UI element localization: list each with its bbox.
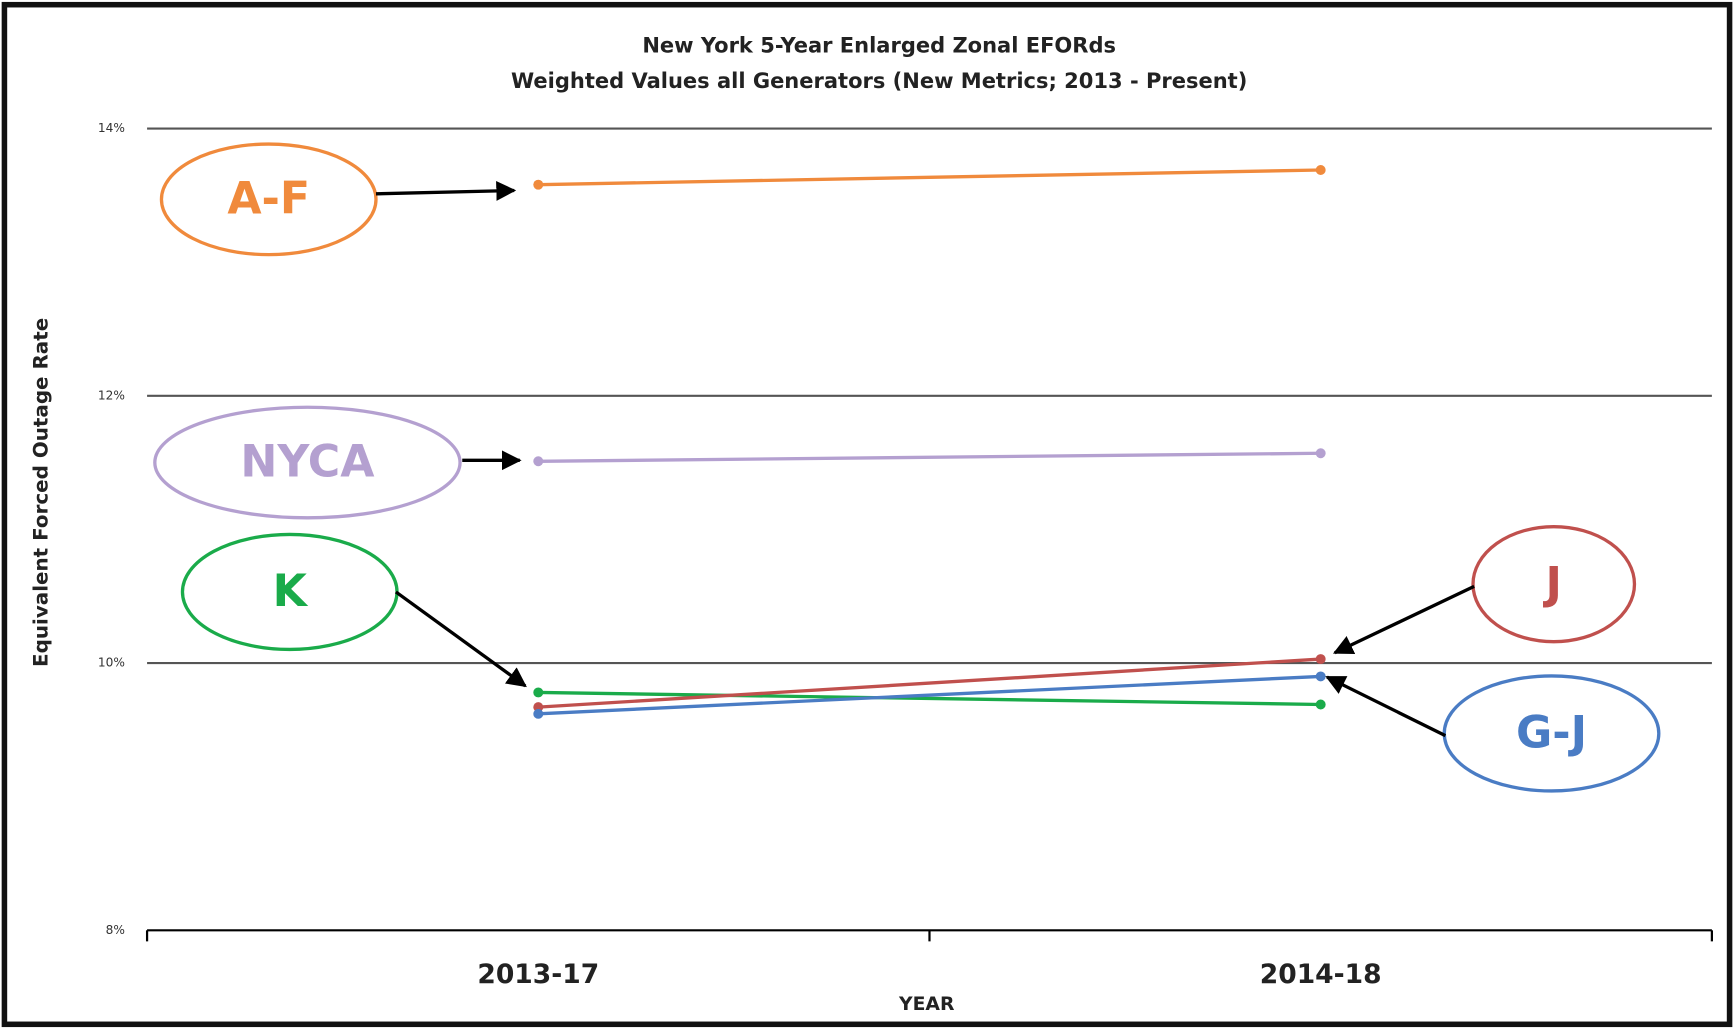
- legend-arrow: [1325, 675, 1447, 738]
- data-point: [533, 708, 544, 719]
- legend-label: K: [273, 566, 309, 617]
- legend-oval: [1471, 525, 1637, 644]
- series-line: [538, 657, 1321, 709]
- legend-label: A-F: [227, 174, 310, 225]
- y-tick-label: 10%: [98, 656, 125, 670]
- y-tick-label: 14%: [98, 121, 125, 135]
- data-point: [533, 456, 544, 467]
- data-point: [1315, 671, 1326, 682]
- data-point: [1315, 448, 1326, 459]
- legend-arrow: [375, 180, 517, 201]
- data-point: [1315, 164, 1326, 175]
- series-line: [538, 451, 1321, 463]
- chart-title: New York 5-Year Enlarged Zonal EFORds: [642, 33, 1116, 58]
- legend-oval: [159, 142, 378, 257]
- series-line: [538, 168, 1321, 187]
- data-point: [533, 179, 544, 190]
- legend-label: G-J: [1516, 708, 1587, 759]
- y-axis-title: Equivalent Forced Outage Rate: [30, 318, 53, 667]
- legend-label: NYCA: [240, 437, 374, 488]
- x-tick-label: 2013-17: [477, 959, 599, 990]
- data-point: [1315, 699, 1326, 710]
- series-line: [538, 690, 1321, 707]
- data-point: [1315, 654, 1326, 665]
- legend-oval: [153, 405, 462, 520]
- legend-label: J: [1543, 558, 1562, 609]
- legend-arrow: [394, 590, 527, 688]
- chart-subtitle: Weighted Values all Generators (New Metr…: [511, 68, 1247, 93]
- legend-arrow: [1332, 584, 1475, 655]
- y-tick-label: 12%: [98, 388, 125, 402]
- series-line: [538, 674, 1321, 716]
- x-axis-title: YEAR: [898, 994, 955, 1015]
- y-tick-label: 8%: [106, 923, 125, 937]
- x-tick-label: 2014-18: [1260, 959, 1382, 990]
- data-point: [533, 687, 544, 698]
